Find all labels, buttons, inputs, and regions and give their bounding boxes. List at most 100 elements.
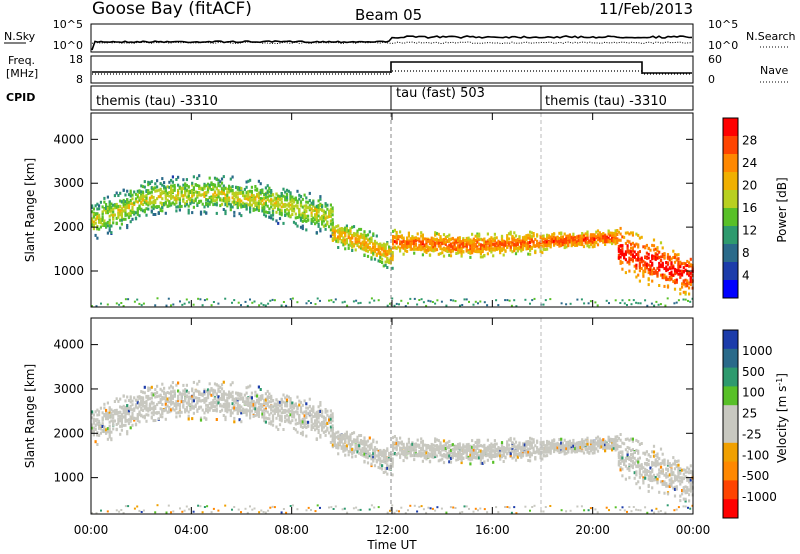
power-cell: [140, 208, 143, 212]
power-cell: [554, 241, 557, 245]
power-cell: [593, 240, 596, 244]
power-cell: [379, 260, 382, 263]
power-cell: [292, 205, 296, 209]
power-cell: [384, 251, 387, 255]
power-cell: [436, 299, 439, 302]
velocity-cell: [292, 403, 296, 407]
velocity-cell: [147, 407, 150, 411]
velocity-cell: [108, 420, 111, 424]
power-cell: [406, 236, 409, 240]
power-cell: [365, 243, 368, 247]
velocity-cell: [131, 399, 134, 403]
power-cell: [598, 232, 601, 236]
power-cell: [495, 241, 498, 245]
power-cell: [682, 266, 685, 270]
power-cell: [347, 246, 350, 250]
velocity-cell: [152, 393, 155, 397]
velocity-cell: [301, 426, 304, 429]
velocity-cell: [342, 433, 345, 437]
velocity-cell: [205, 403, 208, 407]
velocity-cell: [319, 433, 322, 437]
velocity-cell: [329, 421, 332, 424]
velocity-cell: [352, 450, 356, 454]
power-cell: [324, 202, 327, 206]
velocity-cell: [349, 438, 352, 442]
power-cell: [254, 185, 257, 188]
power-cell: [377, 243, 380, 247]
power-cell: [457, 240, 460, 244]
power-cell: [206, 202, 210, 206]
power-cell: [268, 186, 271, 190]
power-cell: [651, 257, 654, 261]
velocity-cell: [337, 434, 340, 438]
velocity-cell: [319, 410, 322, 413]
power-cell: [282, 221, 285, 225]
power-cell: [298, 210, 301, 214]
power-cell: [523, 237, 526, 241]
velocity-cell: [177, 394, 180, 398]
power-cell: [298, 193, 301, 197]
power-cell: [333, 235, 336, 239]
power-cell: [637, 243, 640, 247]
power-cell: [567, 241, 570, 244]
power-cell: [351, 234, 354, 237]
velocity-cell: [168, 407, 171, 411]
velocity-cell: [340, 445, 343, 449]
power-cell: [340, 239, 343, 243]
power-cell: [377, 251, 380, 255]
power-cell: [338, 229, 341, 233]
power-cell: [434, 248, 437, 252]
power-cell: [642, 263, 645, 267]
velocity-cell: [242, 400, 245, 403]
velocity-cell: [363, 439, 366, 443]
power-cell: [558, 231, 561, 235]
velocity-cell: [206, 410, 210, 414]
power-cell: [215, 193, 218, 197]
power-cell: [640, 260, 643, 264]
velocity-cell: [112, 423, 115, 427]
velocity-cell: [187, 391, 190, 394]
power-cell: [263, 213, 266, 217]
nsearch-tick-bottom: 10^0: [708, 39, 738, 52]
power-cell: [647, 247, 650, 251]
power-cell: [119, 204, 122, 208]
power-cell: [289, 298, 292, 301]
power-cell: [246, 304, 249, 307]
power-cell: [138, 189, 141, 193]
power-cell: [206, 199, 210, 203]
velocity-cell: [217, 384, 220, 388]
velocity-cell: [98, 422, 101, 426]
power-cell: [192, 191, 195, 195]
power-cell: [243, 204, 246, 208]
velocity-cell: [324, 418, 327, 422]
power-cell: [635, 253, 638, 256]
power-cell: [651, 272, 654, 276]
power-cell: [231, 175, 234, 179]
power-cell: [393, 245, 396, 249]
power-cell: [354, 237, 357, 241]
power-cell: [177, 183, 180, 187]
velocity-cell: [287, 420, 290, 424]
power-cell: [342, 227, 345, 231]
power-cell: [581, 243, 584, 247]
power-cell: [117, 204, 120, 208]
power-cell: [322, 216, 325, 220]
power-cell: [217, 189, 220, 193]
power-cell: [305, 196, 308, 200]
power-cell: [386, 304, 389, 307]
power-cell: [228, 198, 231, 202]
power-cell: [131, 202, 134, 206]
power-cell: [621, 267, 624, 271]
power-cell: [411, 241, 414, 245]
power-cell: [373, 299, 376, 302]
power-cell: [377, 245, 380, 249]
power-cell: [467, 242, 470, 246]
power-cell: [689, 257, 692, 261]
power-cell: [310, 218, 313, 222]
power-cell: [675, 301, 678, 304]
power-cell: [509, 230, 512, 234]
velocity-cell: [270, 420, 273, 424]
power-cell: [215, 198, 218, 201]
velocity-cell: [103, 430, 106, 434]
power-cell: [617, 230, 620, 234]
